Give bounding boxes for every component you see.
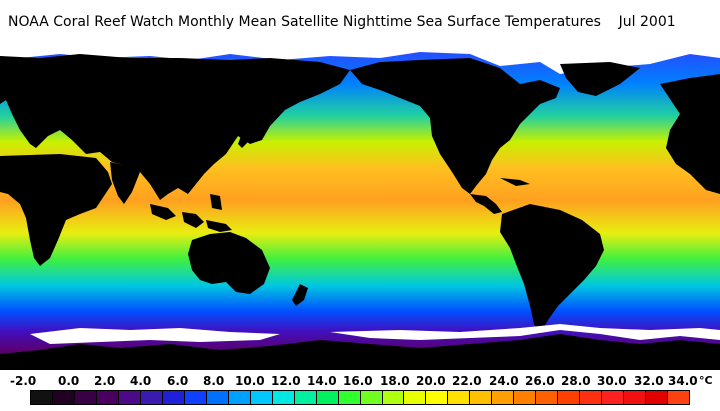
map-title: NOAA Coral Reef Watch Monthly Mean Satel… bbox=[8, 14, 676, 30]
scale-labels: -2.0 0.0 2.0 4.0 6.0 8.0 10.0 12.0 14.0 … bbox=[0, 372, 720, 388]
color-swatch bbox=[96, 391, 119, 404]
color-swatch bbox=[668, 391, 690, 404]
color-swatch bbox=[624, 391, 647, 404]
color-swatch bbox=[492, 391, 515, 404]
color-swatch bbox=[316, 391, 339, 404]
land-north-america bbox=[350, 58, 560, 194]
color-swatch bbox=[228, 391, 251, 404]
scale-label: 26.0 bbox=[525, 374, 555, 388]
land-japan bbox=[238, 118, 256, 148]
scale-label: 12.0 bbox=[271, 374, 301, 388]
sst-map bbox=[0, 44, 720, 370]
scale-label: 14.0 bbox=[307, 374, 337, 388]
color-swatch bbox=[162, 391, 185, 404]
scale-label: 34.0 bbox=[668, 374, 698, 388]
color-swatch bbox=[470, 391, 493, 404]
color-swatch bbox=[250, 391, 273, 404]
color-scale-bar bbox=[30, 390, 690, 405]
land-south-america bbox=[500, 204, 604, 334]
color-swatch bbox=[74, 391, 97, 404]
color-swatch bbox=[184, 391, 207, 404]
color-swatch bbox=[52, 391, 75, 404]
color-swatch bbox=[514, 391, 537, 404]
color-swatch bbox=[382, 391, 405, 404]
scale-label: -2.0 bbox=[10, 374, 37, 388]
color-swatch bbox=[140, 391, 163, 404]
color-swatch bbox=[272, 391, 295, 404]
scale-label: 8.0 bbox=[203, 374, 225, 388]
scale-label: 22.0 bbox=[452, 374, 482, 388]
scale-label: 32.0 bbox=[634, 374, 664, 388]
color-swatch bbox=[448, 391, 471, 404]
land-new-zealand bbox=[292, 284, 308, 306]
color-swatch bbox=[206, 391, 229, 404]
scale-label: 18.0 bbox=[380, 374, 410, 388]
color-swatch bbox=[558, 391, 581, 404]
scale-label: 16.0 bbox=[343, 374, 373, 388]
land-india bbox=[110, 162, 140, 204]
land-antarctica bbox=[0, 334, 720, 370]
color-swatch bbox=[426, 391, 449, 404]
scale-label: 30.0 bbox=[597, 374, 627, 388]
land-eurasia bbox=[0, 54, 350, 200]
scale-label: 2.0 bbox=[94, 374, 116, 388]
scale-label: 28.0 bbox=[561, 374, 591, 388]
color-swatch bbox=[118, 391, 141, 404]
color-swatch bbox=[580, 391, 603, 404]
antarctic-ice bbox=[30, 324, 720, 344]
scale-label: 24.0 bbox=[489, 374, 519, 388]
scale-label: 4.0 bbox=[130, 374, 152, 388]
color-swatch bbox=[31, 391, 53, 404]
land-africa bbox=[0, 154, 112, 266]
land-australia bbox=[188, 232, 270, 294]
color-swatch bbox=[646, 391, 669, 404]
color-swatch bbox=[294, 391, 317, 404]
color-swatch bbox=[536, 391, 559, 404]
color-swatch bbox=[338, 391, 361, 404]
scale-label: 0.0 bbox=[58, 374, 80, 388]
scale-label: 6.0 bbox=[167, 374, 189, 388]
color-swatch bbox=[404, 391, 427, 404]
arctic-ice bbox=[0, 44, 720, 74]
scale-label: 20.0 bbox=[416, 374, 446, 388]
color-swatch bbox=[360, 391, 383, 404]
color-swatch bbox=[602, 391, 625, 404]
unit-label: °C bbox=[699, 374, 713, 387]
land-indonesia bbox=[150, 194, 232, 232]
land-greenland bbox=[560, 62, 640, 96]
land-central-america bbox=[470, 178, 530, 214]
land-europe-africa-east bbox=[660, 74, 720, 194]
scale-label: 10.0 bbox=[235, 374, 265, 388]
